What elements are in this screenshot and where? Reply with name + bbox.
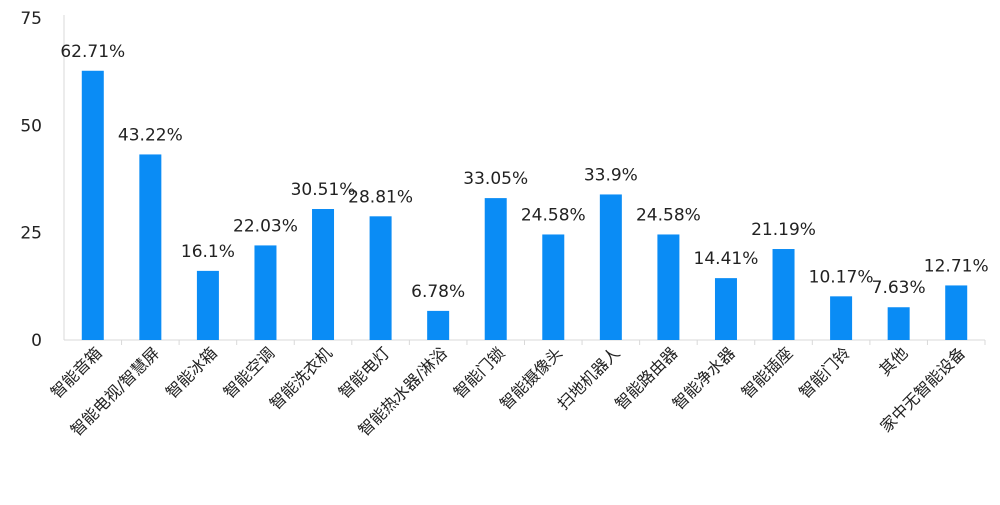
bar [427,310,450,340]
data-label: 62.71% [60,42,125,62]
data-label: 16.1% [181,242,235,262]
category-label: 其他 [875,343,911,379]
bar [772,249,795,340]
data-label: 30.51% [291,180,356,200]
bar [599,194,622,340]
data-label: 28.81% [348,187,413,207]
data-label: 22.03% [233,216,298,236]
bar [196,270,219,340]
y-tick-label: 25 [20,224,42,244]
y-tick-label: 75 [20,9,42,29]
data-label: 43.22% [118,125,183,145]
bar [887,307,910,340]
bar [830,296,853,340]
data-label: 33.05% [463,169,528,189]
y-tick-label: 50 [20,116,42,136]
bar [254,245,277,340]
y-tick-label: 0 [31,331,42,351]
data-label: 14.41% [694,249,759,269]
bar [484,198,507,340]
data-label: 33.9% [584,165,638,185]
category-label: 智能空调 [220,343,279,402]
data-label: 7.63% [872,278,926,298]
category-label: 智能插座 [738,343,797,402]
bar [657,234,680,340]
bar [542,234,565,340]
bar [714,278,737,340]
bar [945,285,968,340]
category-label: 智能门铃 [795,343,854,402]
category-label: 智能门锁 [450,343,509,402]
category-labels: 智能音箱智能电视/智慧屏智能冰箱智能空调智能洗衣机智能电灯智能热水器/淋浴智能门… [47,343,969,439]
data-label: 24.58% [636,205,701,225]
bar-series [81,70,986,345]
data-label: 10.17% [809,267,874,287]
category-label: 智能音箱 [47,343,106,402]
data-label: 21.19% [751,220,816,240]
category-label: 智能净水器 [669,343,739,413]
category-label: 智能洗衣机 [266,343,336,413]
bar [369,216,392,340]
category-label: 智能冰箱 [162,343,221,402]
data-label: 6.78% [411,282,465,302]
bar [312,209,335,340]
data-label: 24.58% [521,205,586,225]
y-axis-ticks: 0 25 50 75 [20,9,42,351]
bar [81,70,104,340]
category-label: 智能电灯 [335,343,394,402]
data-label: 12.71% [924,256,989,276]
data-labels: 62.71% 43.22% 16.1% 22.03% 30.51%28.81% 6.78%… [60,42,988,302]
bar [139,154,162,340]
